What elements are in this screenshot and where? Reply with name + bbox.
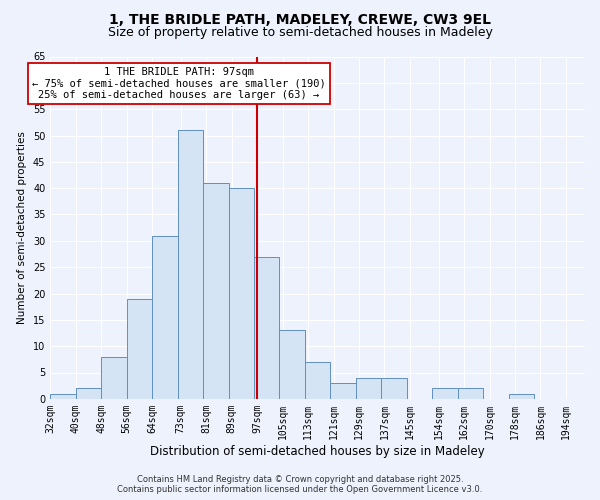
Y-axis label: Number of semi-detached properties: Number of semi-detached properties: [17, 131, 28, 324]
Bar: [76, 388, 101, 399]
Bar: [127, 299, 152, 399]
Bar: [280, 330, 305, 399]
Bar: [331, 383, 356, 399]
Bar: [458, 388, 483, 399]
X-axis label: Distribution of semi-detached houses by size in Madeley: Distribution of semi-detached houses by …: [150, 444, 485, 458]
Bar: [254, 256, 280, 399]
Bar: [203, 183, 229, 399]
Bar: [101, 356, 127, 399]
Bar: [381, 378, 407, 399]
Text: Contains HM Land Registry data © Crown copyright and database right 2025.
Contai: Contains HM Land Registry data © Crown c…: [118, 474, 482, 494]
Bar: [229, 188, 254, 399]
Bar: [432, 388, 458, 399]
Bar: [305, 362, 331, 399]
Text: 1 THE BRIDLE PATH: 97sqm
← 75% of semi-detached houses are smaller (190)
25% of : 1 THE BRIDLE PATH: 97sqm ← 75% of semi-d…: [32, 67, 325, 100]
Text: Size of property relative to semi-detached houses in Madeley: Size of property relative to semi-detach…: [107, 26, 493, 39]
Bar: [50, 394, 76, 399]
Bar: [152, 236, 178, 399]
Bar: [356, 378, 381, 399]
Bar: [178, 130, 203, 399]
Text: 1, THE BRIDLE PATH, MADELEY, CREWE, CW3 9EL: 1, THE BRIDLE PATH, MADELEY, CREWE, CW3 …: [109, 12, 491, 26]
Bar: [509, 394, 534, 399]
